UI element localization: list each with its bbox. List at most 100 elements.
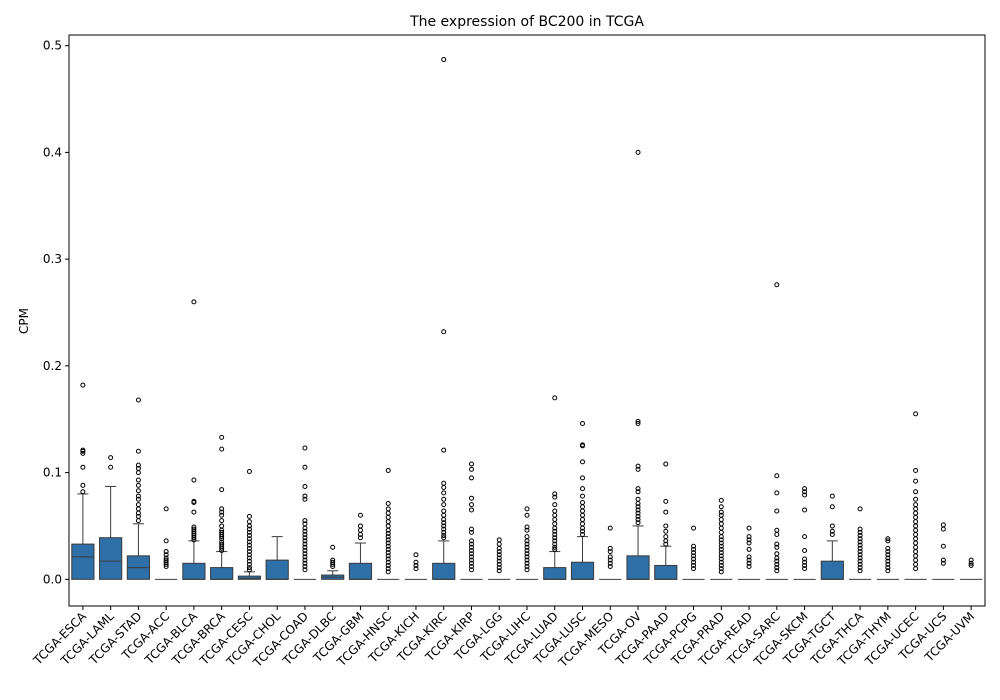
outlier-point [913, 519, 919, 525]
outlier-point [357, 527, 363, 533]
outlier-point [774, 558, 780, 564]
outlier-point [385, 501, 391, 507]
outlier-point [468, 461, 474, 467]
outlier-point [802, 492, 808, 498]
box [570, 561, 595, 580]
outlier-point [802, 486, 808, 492]
outlier-point [441, 502, 447, 508]
outlier-point [913, 544, 919, 550]
outlier-point [468, 560, 474, 566]
outlier-point [468, 564, 474, 570]
outlier-point [663, 523, 669, 529]
outlier-point [524, 567, 530, 573]
outlier-point [80, 382, 86, 388]
outlier-point [913, 557, 919, 563]
outlier-point [441, 485, 447, 491]
outlier-point [857, 568, 863, 574]
outlier-point [135, 482, 141, 488]
outlier-point [580, 459, 586, 465]
outlier-point [774, 544, 780, 550]
outlier-point [80, 464, 86, 470]
outlier-point [385, 523, 391, 529]
outlier-point [691, 525, 697, 531]
outlier-point [552, 491, 558, 497]
outlier-point [885, 536, 891, 542]
outlier-point [246, 529, 252, 535]
outlier-point [857, 542, 863, 548]
outlier-point [441, 490, 447, 496]
outlier-point [246, 552, 252, 558]
outlier-point [968, 557, 974, 563]
outlier-point [385, 519, 391, 525]
outlier-point [441, 496, 447, 502]
outlier-point [302, 564, 308, 570]
box [210, 567, 234, 580]
outlier-point [718, 553, 724, 559]
outlier-point [802, 548, 808, 554]
outlier-point [385, 569, 391, 575]
outlier-point [80, 448, 86, 454]
box [348, 562, 373, 580]
outlier-point [385, 527, 391, 533]
outlier-point [468, 526, 474, 532]
outlier-point [302, 560, 308, 566]
outlier-point [913, 531, 919, 537]
outlier-point [802, 507, 808, 513]
outlier-point [857, 529, 863, 535]
outlier-point [135, 518, 141, 524]
outlier-point [580, 508, 586, 514]
outlier-point [635, 486, 641, 492]
outlier-point [635, 149, 641, 155]
outlier-point [552, 528, 558, 534]
outlier-point [580, 517, 586, 523]
outlier-point [219, 534, 225, 540]
outlier-point [857, 558, 863, 564]
outlier-point [691, 562, 697, 568]
outlier-point [468, 557, 474, 563]
outlier-point [913, 540, 919, 546]
outlier-point [857, 539, 863, 545]
outlier-point [163, 552, 169, 558]
outlier-point [580, 486, 586, 492]
outlier-point [302, 551, 308, 557]
outlier-point [607, 525, 613, 531]
outlier-point [524, 564, 530, 570]
outlier-point [385, 537, 391, 543]
outlier-point [246, 533, 252, 539]
box [237, 575, 262, 580]
outlier-point [385, 467, 391, 473]
outlier-point [913, 502, 919, 508]
outlier-point [913, 510, 919, 516]
outlier-point [829, 528, 835, 534]
outlier-point [524, 527, 530, 533]
outlier-point [774, 282, 780, 288]
outlier-point [829, 523, 835, 529]
outlier-point [718, 559, 724, 565]
outlier-point [774, 568, 780, 574]
outlier-point [885, 555, 891, 561]
outlier-point [524, 524, 530, 530]
outlier-point [635, 496, 641, 502]
outlier-point [302, 538, 308, 544]
outlier-point [330, 544, 336, 550]
outlier-point [635, 517, 641, 523]
outlier-point [635, 489, 641, 495]
outlier-point [774, 508, 780, 514]
outlier-point [135, 502, 141, 508]
outlier-point [691, 566, 697, 572]
outlier-point [385, 506, 391, 512]
plot-frame [68, 34, 986, 607]
outlier-point [635, 504, 641, 510]
outlier-point [135, 506, 141, 512]
outlier-point [302, 567, 308, 573]
outlier-point [524, 551, 530, 557]
outlier-point [302, 445, 308, 451]
outlier-point [496, 568, 502, 574]
outlier-point [802, 556, 808, 562]
outlier-point [913, 523, 919, 529]
outlier-point [885, 568, 891, 574]
outlier-point [302, 518, 308, 524]
outlier-point [885, 549, 891, 555]
box [99, 537, 123, 580]
outlier-point [580, 528, 586, 534]
